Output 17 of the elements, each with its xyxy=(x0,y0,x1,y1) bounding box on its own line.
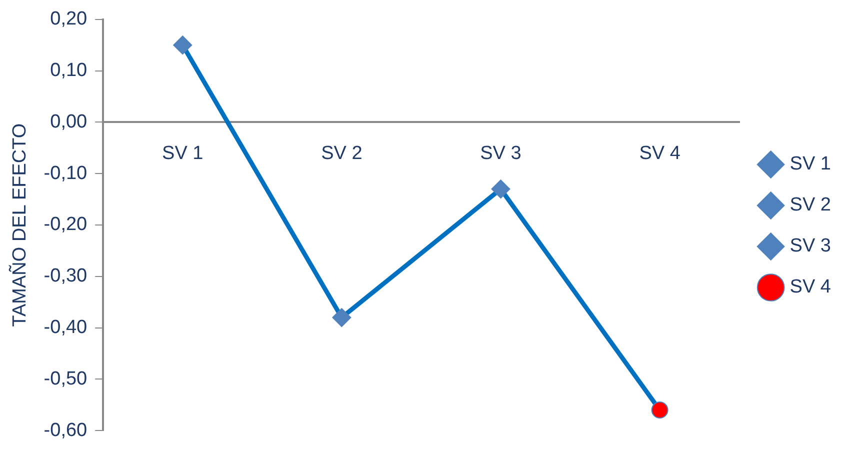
y-tick-label: -0,20 xyxy=(44,214,88,236)
x-tick-label: SV 2 xyxy=(321,142,362,164)
y-tick-label: -0,60 xyxy=(44,420,88,441)
legend-label: SV 3 xyxy=(790,236,832,257)
y-tick-label: 0,00 xyxy=(50,111,88,132)
y-tick-label: 0,10 xyxy=(50,60,88,82)
x-tick-label: SV 4 xyxy=(639,142,681,164)
x-tick-label: SV 3 xyxy=(480,142,522,164)
legend-label: SV 2 xyxy=(790,194,832,216)
y-tick-label: -0,40 xyxy=(44,317,88,338)
legend-label: SV 4 xyxy=(790,276,832,298)
y-tick-label: -0,50 xyxy=(44,368,88,390)
y-axis-title: TAMAÑO DEL EFECTO xyxy=(8,123,31,327)
y-tick-label: -0,30 xyxy=(44,266,88,287)
y-tick-label: -0,10 xyxy=(44,162,88,184)
y-tick-label: 0,20 xyxy=(50,8,88,30)
x-tick-label: SV 1 xyxy=(162,142,204,164)
